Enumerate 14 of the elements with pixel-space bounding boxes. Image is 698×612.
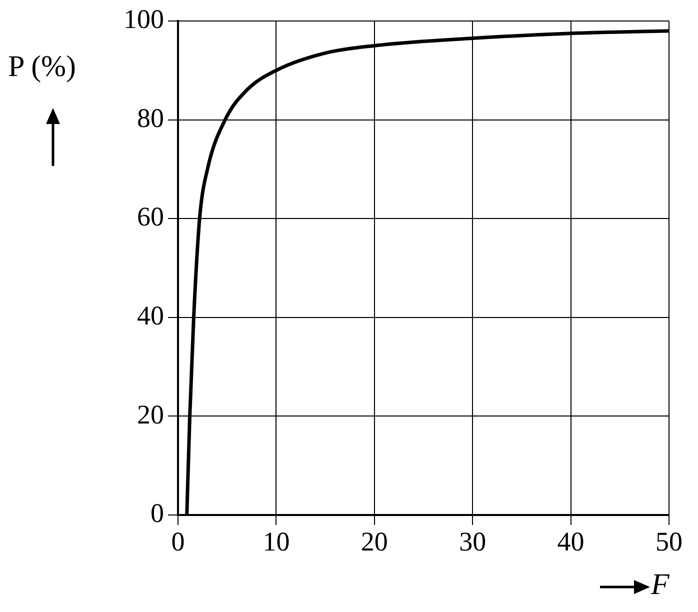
y-tick-label: 40 [137,300,164,330]
y-tick-label: 80 [137,102,164,133]
x-axis-title: F [651,568,670,602]
y-tick-label: 0 [150,498,164,528]
x-tick-label: 40 [557,526,584,556]
x-tick-label: 10 [262,526,290,556]
y-axis-title: P (%) [8,50,76,84]
y-tick-label: 20 [137,399,164,430]
x-tick-label: 30 [459,526,486,556]
x-tick-label: 0 [171,526,185,556]
y-tick-label: 100 [124,4,164,34]
x-tick-label: 50 [656,526,682,556]
y-tick-label: 60 [137,202,164,232]
x-tick-label: 20 [360,526,388,556]
